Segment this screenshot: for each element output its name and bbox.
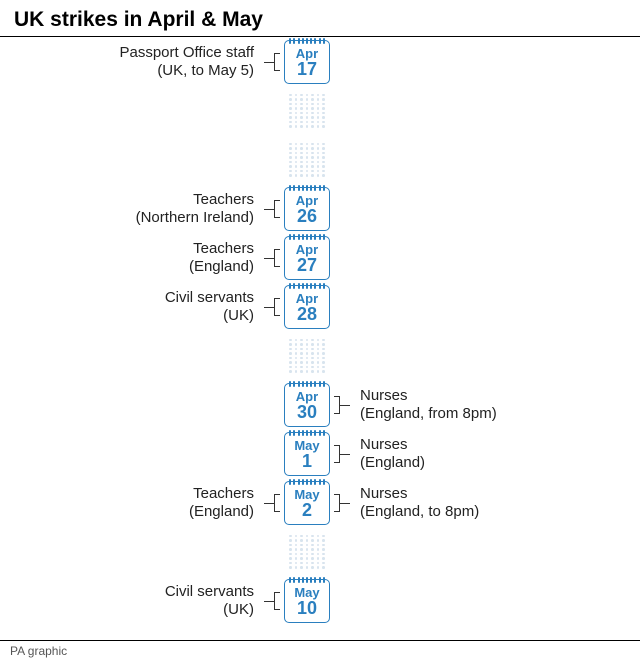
center-column: May2 <box>280 481 334 525</box>
calendar-day: 2 <box>302 501 312 519</box>
chart-title: UK strikes in April & May <box>0 0 640 37</box>
calendar-date: Apr26 <box>284 187 330 231</box>
timeline-row: Civil servants(UK) May10 <box>0 576 640 625</box>
left-label: Teachers(England) <box>189 485 274 520</box>
calendar-date: Apr28 <box>284 285 330 329</box>
calendar-date: May1 <box>284 432 330 476</box>
calendar-ghost <box>284 89 330 133</box>
connector-left <box>264 62 274 63</box>
left-column: Teachers(England) <box>0 485 280 520</box>
timeline-row: Teachers(England) May2 Nurses(England, to … <box>0 478 640 527</box>
connector-left <box>264 209 274 210</box>
timeline-row: Teachers(Northern Ireland) Apr26 <box>0 184 640 233</box>
timeline-row: Civil servants(UK) Apr28 <box>0 282 640 331</box>
calendar-day: 27 <box>297 256 317 274</box>
center-column: May1 <box>280 432 334 476</box>
left-label: Teachers(Northern Ireland) <box>136 191 274 226</box>
left-column: Teachers(Northern Ireland) <box>0 191 280 226</box>
timeline-row: Apr30 Nurses(England, from 8pm) <box>0 380 640 429</box>
calendar-day: 28 <box>297 305 317 323</box>
calendar-date: Apr30 <box>284 383 330 427</box>
center-column <box>280 334 334 378</box>
connector-left <box>264 601 274 602</box>
calendar-date: May10 <box>284 579 330 623</box>
timeline: Passport Office staff(UK, to May 5) Apr17… <box>0 37 640 625</box>
timeline-row <box>0 527 640 576</box>
calendar-day: 17 <box>297 60 317 78</box>
connector-left <box>264 258 274 259</box>
left-label: Passport Office staff(UK, to May 5) <box>119 44 274 79</box>
right-label: Nurses(England, to 8pm) <box>340 485 479 520</box>
connector-right <box>340 454 350 455</box>
center-column <box>280 138 334 182</box>
center-column: Apr27 <box>280 236 334 280</box>
center-column <box>280 530 334 574</box>
calendar-date: May2 <box>284 481 330 525</box>
left-column: Passport Office staff(UK, to May 5) <box>0 44 280 79</box>
right-column: Nurses(England, from 8pm) <box>334 387 634 422</box>
center-column <box>280 89 334 133</box>
timeline-row: Passport Office staff(UK, to May 5) Apr17 <box>0 37 640 86</box>
calendar-day: 26 <box>297 207 317 225</box>
left-column: Civil servants(UK) <box>0 583 280 618</box>
left-label: Civil servants(UK) <box>165 289 274 324</box>
connector-left <box>264 503 274 504</box>
center-column: Apr30 <box>280 383 334 427</box>
timeline-row <box>0 331 640 380</box>
timeline-row: May1 Nurses(England) <box>0 429 640 478</box>
calendar-day: 1 <box>302 452 312 470</box>
timeline-row <box>0 135 640 184</box>
right-label: Nurses(England, from 8pm) <box>340 387 497 422</box>
calendar-ghost <box>284 334 330 378</box>
timeline-row <box>0 86 640 135</box>
calendar-ghost <box>284 530 330 574</box>
left-column: Teachers(England) <box>0 240 280 275</box>
calendar-day: 10 <box>297 599 317 617</box>
right-column: Nurses(England) <box>334 436 634 471</box>
right-column: Nurses(England, to 8pm) <box>334 485 634 520</box>
left-label: Teachers(England) <box>189 240 274 275</box>
center-column: Apr26 <box>280 187 334 231</box>
connector-right <box>340 503 350 504</box>
calendar-day: 30 <box>297 403 317 421</box>
calendar-date: Apr17 <box>284 40 330 84</box>
connector-left <box>264 307 274 308</box>
connector-right <box>340 405 350 406</box>
center-column: May10 <box>280 579 334 623</box>
center-column: Apr17 <box>280 40 334 84</box>
source-credit: PA graphic <box>0 640 640 658</box>
right-label: Nurses(England) <box>340 436 425 471</box>
calendar-date: Apr27 <box>284 236 330 280</box>
left-label: Civil servants(UK) <box>165 583 274 618</box>
center-column: Apr28 <box>280 285 334 329</box>
calendar-ghost <box>284 138 330 182</box>
timeline-row: Teachers(England) Apr27 <box>0 233 640 282</box>
left-column: Civil servants(UK) <box>0 289 280 324</box>
